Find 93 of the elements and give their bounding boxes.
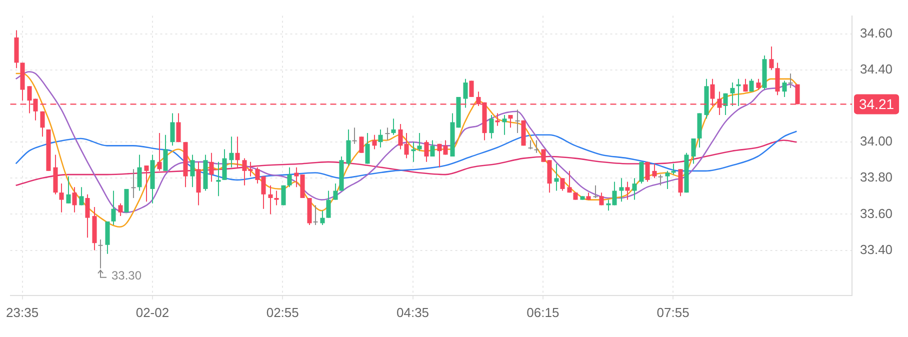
candlestick: [411, 142, 416, 162]
candlestick: [671, 163, 676, 176]
candlestick: [495, 112, 500, 126]
candlestick: [111, 190, 116, 226]
x-tick-label: 07:55: [656, 304, 690, 320]
candlestick: [66, 176, 71, 204]
candlestick: [209, 152, 214, 182]
candlestick: [736, 78, 741, 106]
candlestick: [346, 128, 351, 166]
candlestick: [326, 190, 331, 218]
candlestick: [40, 110, 45, 138]
candlestick: [508, 114, 513, 128]
candlestick: [528, 140, 533, 150]
y-tick-label: 34.00: [860, 134, 893, 149]
candlestick: [196, 161, 201, 206]
y-tick-label: 34.40: [860, 61, 893, 76]
candlestick: [645, 161, 650, 182]
candlestick: [560, 178, 565, 192]
candlestick: [417, 132, 422, 152]
x-tick-label: 02-02: [136, 304, 170, 320]
candlestick: [749, 78, 754, 92]
x-tick-label: 06:15: [526, 304, 560, 320]
candlestick: [430, 140, 435, 157]
candlestick: [79, 186, 84, 206]
candlestick: [229, 136, 234, 168]
candlestick: [320, 210, 325, 226]
candlestick: [268, 184, 273, 215]
y-tick-label: 33.40: [860, 242, 893, 257]
candlestick: [59, 183, 64, 213]
candlestick: [190, 154, 195, 188]
candlestick: [625, 181, 630, 200]
candlestick: [157, 132, 162, 172]
candlestick: [365, 132, 370, 164]
candlestick: [118, 202, 123, 217]
candlestick: [372, 134, 377, 150]
candlestick: [775, 62, 780, 96]
candlestick: [170, 112, 175, 146]
candlestick: [782, 80, 787, 98]
candlestick: [599, 192, 604, 206]
candlestick: [756, 78, 761, 90]
candlestick: [723, 92, 728, 116]
candlestick: [665, 170, 670, 190]
candlestick: [469, 80, 474, 98]
candlestick: [235, 136, 240, 168]
candlestick: [378, 128, 383, 148]
candlestick: [463, 78, 468, 108]
candlestick: [691, 138, 696, 164]
candlestick: [769, 46, 774, 70]
candlestick: [385, 127, 390, 141]
candlestick: [639, 161, 644, 184]
candlestick: [632, 178, 637, 200]
candlestick: [593, 184, 598, 198]
candlestick: [424, 140, 429, 162]
candlestick: [124, 188, 129, 213]
candlestick: [274, 190, 279, 206]
candlestick: [216, 161, 221, 197]
y-tick-label: 34.60: [860, 25, 893, 40]
x-tick-label: 02:55: [266, 304, 299, 320]
candlestick: [137, 154, 142, 192]
ref-line-label: 34.21: [859, 96, 894, 112]
candlestick: [287, 166, 292, 188]
candlestick: [352, 127, 357, 144]
candlestick: [489, 114, 494, 139]
candlestick: [359, 136, 364, 154]
candlestick: [788, 73, 793, 88]
candlestick: [534, 140, 539, 154]
candlestick: [652, 163, 657, 179]
candlestick: [163, 134, 168, 172]
candlestick: [730, 82, 735, 106]
candlestick: [658, 174, 663, 186]
line-series: [15, 140, 798, 186]
y-tick-label: 33.60: [860, 206, 893, 221]
candlestick: [313, 204, 318, 226]
candlestick: [176, 112, 181, 143]
candlestick: [678, 168, 683, 197]
y-tick-label: 33.80: [860, 170, 893, 185]
candlestick: [131, 168, 136, 198]
candlestick: [554, 163, 559, 192]
x-tick-label: 23:35: [6, 304, 39, 320]
candlestick: [72, 186, 77, 213]
candlestick: [619, 178, 624, 202]
candlestick: [144, 165, 149, 202]
candlestick: [391, 118, 396, 136]
candlestick: [743, 78, 748, 92]
x-tick-label: 04:35: [396, 304, 430, 320]
candlestick: [502, 114, 507, 136]
candlestick: [567, 170, 572, 194]
candlestick: [222, 148, 227, 180]
candlestick: [333, 183, 338, 200]
annotation: 33.30: [112, 268, 142, 283]
candlestick: [105, 220, 110, 254]
candlestick: [85, 194, 90, 238]
candlestick: [515, 109, 520, 134]
